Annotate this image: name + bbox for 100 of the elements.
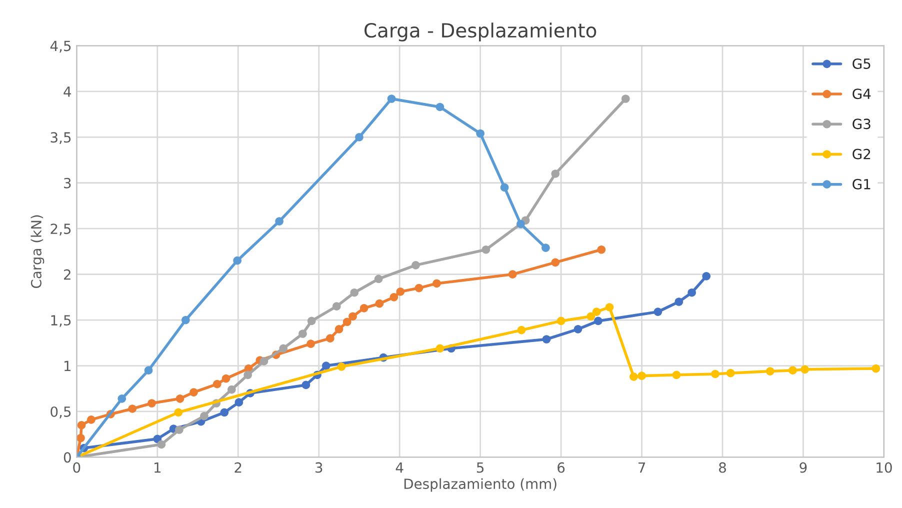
point: [630, 372, 638, 381]
point: [148, 399, 156, 408]
point: [500, 183, 509, 192]
point: [638, 372, 646, 380]
point: [688, 288, 696, 297]
point: [128, 404, 137, 413]
x-axis-title: Desplazamiento (mm): [404, 478, 556, 492]
point: [412, 261, 420, 270]
legend-label: G5: [852, 58, 870, 69]
x-tick-label: 2: [234, 462, 242, 473]
point: [181, 316, 190, 324]
y-tick-label: 3,5: [50, 132, 71, 144]
point: [174, 408, 183, 417]
point: [574, 325, 582, 334]
point: [586, 312, 596, 321]
point: [482, 245, 490, 254]
x-tick-label: 3: [316, 462, 322, 473]
point: [621, 94, 630, 103]
point: [597, 245, 606, 254]
point: [517, 326, 526, 334]
point: [260, 357, 268, 366]
x-tick-label: 4: [396, 462, 404, 473]
point: [788, 366, 797, 374]
y-tick-label: 0: [64, 452, 71, 463]
point: [390, 293, 398, 302]
legend-label: G3: [852, 118, 870, 130]
point: [436, 344, 444, 353]
y-tick-label: 2: [64, 269, 70, 280]
x-tick-label: 10: [876, 462, 892, 473]
x-tick-label: 8: [719, 462, 726, 473]
y-tick-label: 4: [64, 86, 72, 97]
point: [592, 308, 601, 316]
point: [77, 421, 86, 430]
x-tick-label: 5: [476, 462, 484, 473]
point: [212, 380, 222, 388]
point: [374, 274, 383, 284]
y-tick-label: 1,5: [51, 315, 71, 327]
chart-title: Carga - Desplazamiento: [364, 22, 596, 42]
x-tick-label: 9: [800, 462, 807, 473]
point: [414, 284, 424, 292]
point: [342, 318, 352, 326]
point: [542, 244, 550, 252]
point: [337, 362, 346, 371]
point: [711, 370, 720, 378]
y-tick-label: 2,5: [50, 224, 71, 236]
point: [87, 416, 96, 424]
point: [605, 303, 614, 312]
point: [375, 299, 384, 308]
point: [516, 220, 525, 228]
point: [190, 388, 198, 396]
point: [176, 394, 184, 403]
point: [220, 408, 229, 417]
y-tick-label: 0,5: [50, 406, 71, 418]
y-axis-title: Carga (kN): [30, 215, 44, 288]
y-tick-label: 4,5: [50, 40, 71, 53]
point: [436, 102, 444, 112]
point: [234, 398, 244, 407]
point: [551, 258, 560, 267]
point: [360, 304, 368, 312]
x-tick-label: 6: [558, 462, 565, 473]
point: [306, 340, 315, 348]
point: [275, 217, 284, 226]
point: [432, 279, 441, 288]
point: [872, 364, 880, 373]
point: [332, 302, 341, 310]
point: [144, 366, 153, 374]
point: [551, 170, 560, 178]
point: [355, 132, 364, 142]
point: [766, 367, 774, 376]
x-tick-label: 1: [154, 462, 161, 473]
point: [175, 426, 184, 434]
point: [387, 94, 396, 103]
y-tick-label: 1: [64, 360, 71, 372]
point: [244, 370, 252, 380]
point: [157, 440, 166, 449]
point: [76, 434, 85, 442]
point: [279, 344, 288, 353]
point: [396, 288, 405, 296]
point: [233, 256, 242, 265]
point: [702, 272, 711, 280]
legend-label: G1: [852, 178, 870, 190]
point: [508, 270, 517, 278]
point: [326, 334, 334, 342]
point: [118, 394, 126, 403]
legend-label: G4: [852, 88, 871, 100]
point: [228, 385, 236, 394]
point: [476, 129, 484, 138]
x-tick-label: 7: [638, 462, 646, 473]
point: [800, 365, 810, 374]
point: [726, 368, 735, 378]
point: [654, 308, 662, 316]
point: [307, 316, 316, 326]
point: [322, 362, 330, 370]
point: [556, 316, 566, 326]
point: [298, 330, 307, 338]
point: [674, 298, 684, 306]
point: [302, 380, 310, 390]
point: [334, 325, 344, 334]
point: [594, 316, 602, 326]
point: [200, 412, 208, 420]
